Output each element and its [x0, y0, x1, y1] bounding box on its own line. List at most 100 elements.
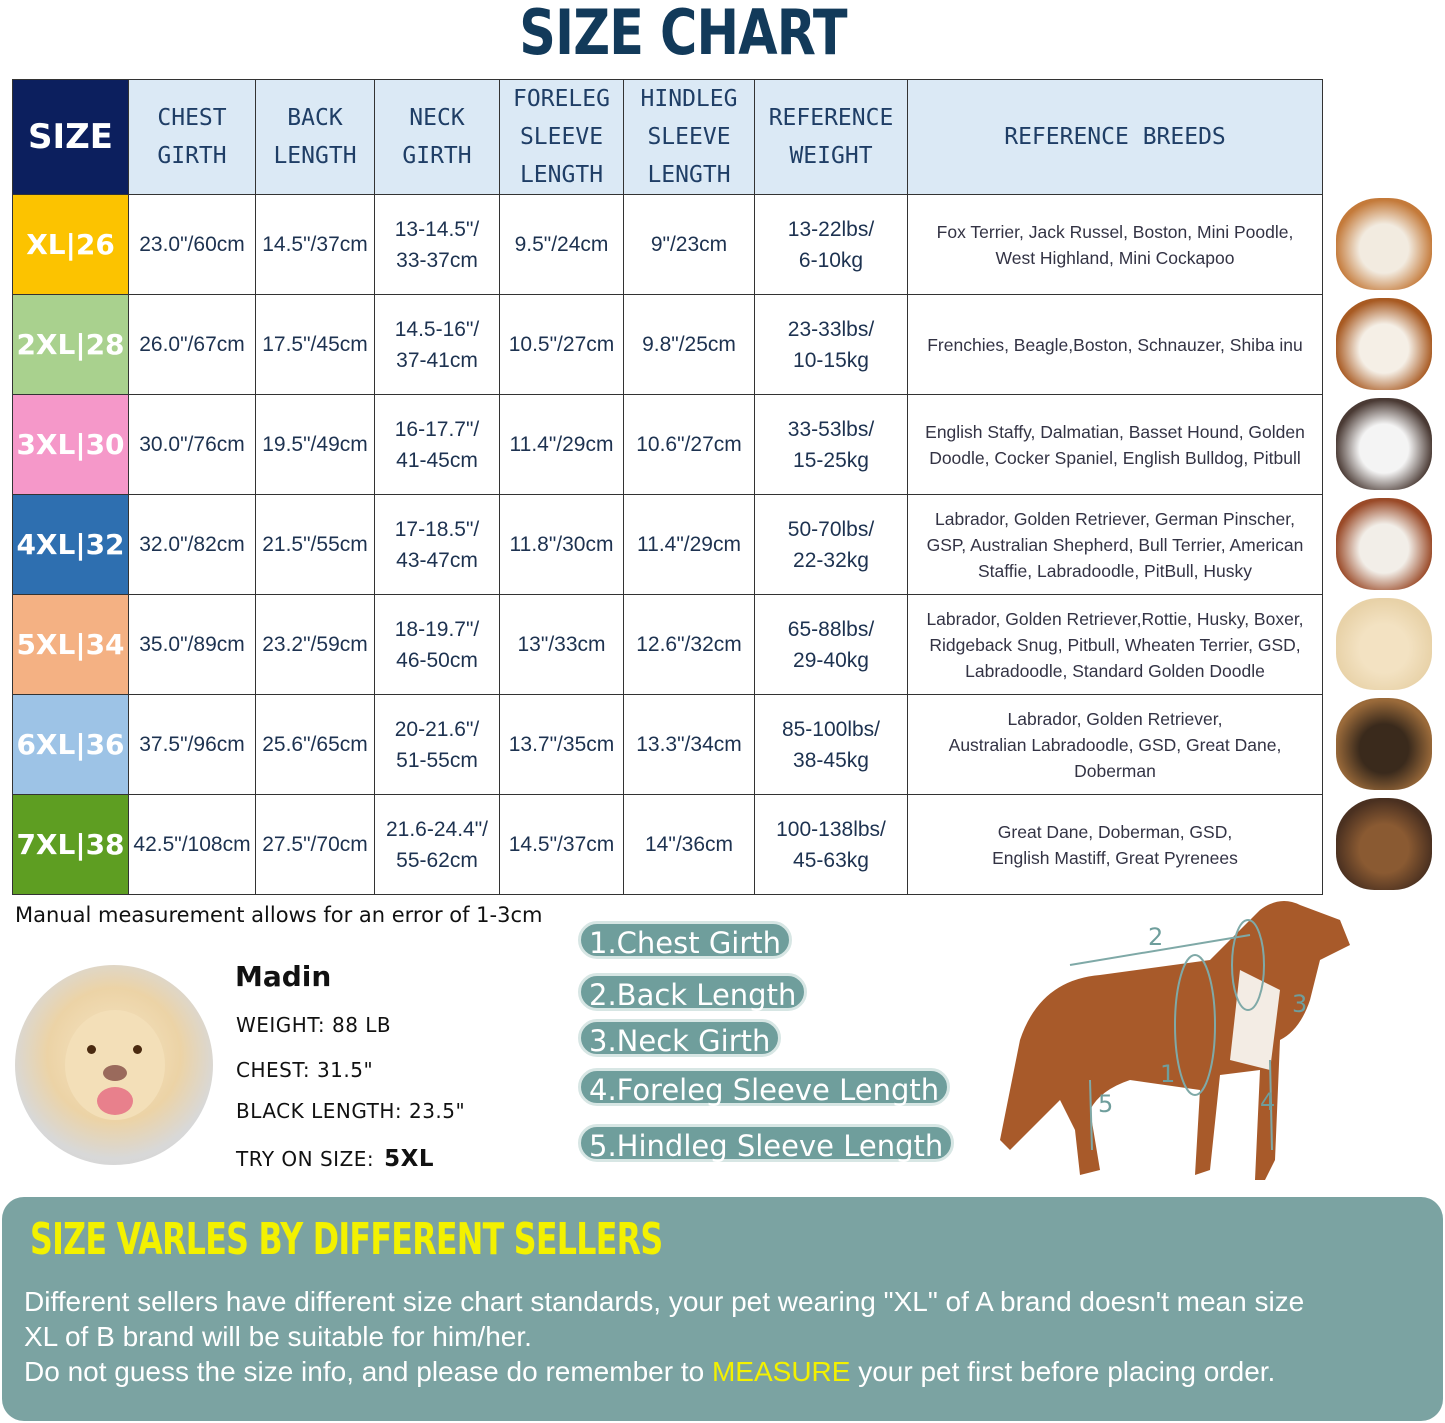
cell-breeds: Frenchies, Beagle,Boston, Schnauzer, Shi… — [907, 294, 1323, 395]
column-header: SIZE — [12, 79, 129, 195]
column-header: REFERENCE BREEDS — [907, 79, 1323, 195]
cell-breeds: Labrador, Golden Retriever,Rottie, Husky… — [907, 594, 1323, 695]
cell-neck: 13-14.5"/ 33-37cm — [374, 194, 500, 295]
cell-weight: 85-100lbs/ 38-45kg — [754, 694, 908, 795]
measure-chest-girth: 1.Chest Girth — [578, 921, 793, 960]
table-row: 3XL|30 30.0"/76cm 19.5"/49cm 16-17.7"/ 41-4… — [12, 394, 1323, 495]
cell-back: 21.5"/55cm — [255, 494, 375, 595]
cell-chest: 37.5"/96cm — [128, 694, 256, 795]
cell-back: 27.5"/70cm — [255, 794, 375, 895]
example-dog-name: Madin — [235, 960, 332, 993]
column-header: BACK LENGTH — [255, 79, 375, 195]
panel-line-1: Different sellers have different size ch… — [24, 1286, 1305, 1317]
cell-breeds: Fox Terrier, Jack Russel, Boston, Mini P… — [907, 194, 1323, 295]
table-row: XL|26 23.0"/60cm 14.5"/37cm 13-14.5"/ 33-37… — [12, 194, 1323, 295]
table-row: 5XL|34 35.0"/89cm 23.2"/59cm 18-19.7"/ 46-5… — [12, 594, 1323, 695]
column-header: FORELEG SLEEVE LENGTH — [499, 79, 624, 195]
cell-foreleg: 11.4"/29cm — [499, 394, 624, 495]
example-length: BLACK LENGTH: 23.5" — [236, 1099, 466, 1123]
column-header: CHEST GIRTH — [128, 79, 256, 195]
diagram-label-4: 4 — [1260, 1088, 1275, 1116]
cell-weight: 65-88lbs/ 29-40kg — [754, 594, 908, 695]
cell-chest: 42.5"/108cm — [128, 794, 256, 895]
measure-back-length: 2.Back Length — [578, 973, 808, 1012]
try-on-size: 5XL — [384, 1146, 435, 1172]
cell-back: 25.6"/65cm — [255, 694, 375, 795]
breed-dog-photo — [1336, 398, 1432, 490]
cell-foreleg: 14.5"/37cm — [499, 794, 624, 895]
panel-line-3a: Do not guess the size info, and please d… — [24, 1356, 712, 1387]
table-row: 6XL|36 37.5"/96cm 25.6"/65cm 20-21.6"/ 51-5… — [12, 694, 1323, 795]
measure-highlight: MEASURE — [711, 1356, 851, 1387]
example-weight: WEIGHT: 88 LB — [236, 1013, 392, 1037]
breed-dog-photo — [1336, 598, 1432, 690]
cell-size: 5XL|34 — [12, 594, 129, 695]
panel-title: SIZE VARLES BY DIFFERENT SELLERS — [30, 1214, 663, 1265]
madin-photo — [15, 965, 213, 1165]
measure-neck-girth: 3.Neck Girth — [578, 1019, 782, 1058]
cell-chest: 32.0"/82cm — [128, 494, 256, 595]
cell-size: 6XL|36 — [12, 694, 129, 795]
diagram-label-5: 5 — [1098, 1090, 1113, 1118]
cell-chest: 35.0"/89cm — [128, 594, 256, 695]
cell-neck: 14.5-16"/ 37-41cm — [374, 294, 500, 395]
cell-chest: 26.0"/67cm — [128, 294, 256, 395]
cell-hindleg: 9.8"/25cm — [623, 294, 755, 395]
cell-back: 19.5"/49cm — [255, 394, 375, 495]
diagram-label-1: 1 — [1160, 1060, 1175, 1088]
cell-size: 7XL|38 — [12, 794, 129, 895]
cell-size: 4XL|32 — [12, 494, 129, 595]
cell-foreleg: 9.5"/24cm — [499, 194, 624, 295]
panel-line-3: Do not guess the size info, and please d… — [24, 1356, 1275, 1388]
try-on-label: TRY ON SIZE: — [236, 1147, 375, 1171]
cell-breeds: Great Dane, Doberman, GSD, English Masti… — [907, 794, 1323, 895]
example-chest: CHEST: 31.5" — [236, 1058, 374, 1082]
cell-neck: 16-17.7"/ 41-45cm — [374, 394, 500, 495]
cell-foreleg: 10.5"/27cm — [499, 294, 624, 395]
cell-back: 14.5"/37cm — [255, 194, 375, 295]
cell-hindleg: 11.4"/29cm — [623, 494, 755, 595]
cell-weight: 33-53lbs/ 15-25kg — [754, 394, 908, 495]
size-table: SIZE CHEST GIRTH BACK LENGTH NECK GIRTH FORE… — [12, 79, 1323, 895]
cell-hindleg: 9"/23cm — [623, 194, 755, 295]
panel-line-3c: your pet first before placing order. — [850, 1356, 1276, 1387]
cell-hindleg: 12.6"/32cm — [623, 594, 755, 695]
breed-dog-photo — [1336, 798, 1432, 890]
seller-warning-panel — [2, 1197, 1443, 1421]
cell-foreleg: 13"/33cm — [499, 594, 624, 695]
diagram-label-3: 3 — [1292, 990, 1307, 1018]
cell-breeds: English Staffy, Dalmatian, Basset Hound,… — [907, 394, 1323, 495]
breed-dog-photo — [1336, 298, 1432, 390]
cell-size: XL|26 — [12, 194, 129, 295]
cell-hindleg: 10.6"/27cm — [623, 394, 755, 495]
table-row: 2XL|28 26.0"/67cm 17.5"/45cm 14.5-16"/ 37-4… — [12, 294, 1323, 395]
cell-foreleg: 11.8"/30cm — [499, 494, 624, 595]
cell-size: 3XL|30 — [12, 394, 129, 495]
diagram-label-2: 2 — [1148, 923, 1163, 951]
measure-foreleg: 4.Foreleg Sleeve Length — [578, 1068, 951, 1107]
panel-line-2: XL of B brand will be suitable for him/h… — [24, 1321, 532, 1352]
cell-weight: 13-22lbs/ 6-10kg — [754, 194, 908, 295]
cell-weight: 50-70lbs/ 22-32kg — [754, 494, 908, 595]
cell-hindleg: 14"/36cm — [623, 794, 755, 895]
cell-breeds: Labrador, Golden Retriever, German Pinsc… — [907, 494, 1323, 595]
page-title: SIZE CHART — [519, 0, 847, 69]
cell-neck: 21.6-24.4"/ 55-62cm — [374, 794, 500, 895]
dog-measurement-diagram: 1 2 3 4 5 — [1000, 901, 1350, 1180]
cell-hindleg: 13.3"/34cm — [623, 694, 755, 795]
cell-chest: 23.0"/60cm — [128, 194, 256, 295]
cell-size: 2XL|28 — [12, 294, 129, 395]
cell-neck: 17-18.5"/ 43-47cm — [374, 494, 500, 595]
breed-dog-photo — [1336, 498, 1432, 590]
example-try-on: TRY ON SIZE: 5XL — [236, 1146, 434, 1172]
cell-chest: 30.0"/76cm — [128, 394, 256, 495]
cell-weight: 100-138lbs/ 45-63kg — [754, 794, 908, 895]
column-header: REFERENCE WEIGHT — [754, 79, 908, 195]
cell-weight: 23-33lbs/ 10-15kg — [754, 294, 908, 395]
table-row: 7XL|38 42.5"/108cm 27.5"/70cm 21.6-24.4"/ 5… — [12, 794, 1323, 895]
cell-foreleg: 13.7"/35cm — [499, 694, 624, 795]
cell-back: 23.2"/59cm — [255, 594, 375, 695]
column-header: HINDLEG SLEEVE LENGTH — [623, 79, 755, 195]
measurement-note: Manual measurement allows for an error o… — [15, 903, 543, 927]
table-row: 4XL|32 32.0"/82cm 21.5"/55cm 17-18.5"/ 43-4… — [12, 494, 1323, 595]
